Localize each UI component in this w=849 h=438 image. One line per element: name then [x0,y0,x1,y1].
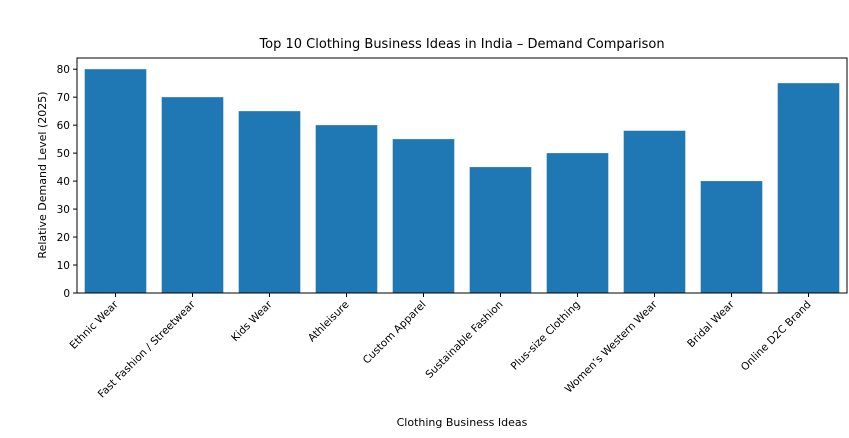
bar [700,181,763,293]
bar [161,97,224,294]
x-tick-label: Plus-size Clothing [509,299,583,373]
y-tick-label: 80 [57,64,70,76]
y-axis-label: Relative Demand Level (2025) [36,91,49,258]
y-tick-label: 60 [57,120,70,132]
x-tick-label: Bridal Wear [685,298,737,350]
x-axis-label: Clothing Business Ideas [397,416,528,429]
x-tick-label: Ethnic Wear [68,298,122,352]
y-tick-label: 50 [57,148,70,160]
x-tick-label: Online D2C Brand [739,299,814,374]
bar [777,83,840,293]
bar [546,153,609,293]
y-tick-label: 0 [63,288,70,300]
x-tick-label: Kids Wear [229,298,275,344]
y-tick-label: 20 [57,232,70,244]
bar [315,125,378,294]
plot-frame [76,57,848,294]
chart-title: Top 10 Clothing Business Ideas in India … [258,37,664,52]
bar [469,167,532,293]
y-tick-label: 10 [57,260,70,272]
x-tick-label: Women’s Western Wear [563,298,660,395]
bar [84,69,147,293]
y-tick-label: 30 [57,204,70,216]
x-tick-label: Custom Apparel [361,299,429,367]
x-tick-label: Athleisure [306,299,352,345]
bar [238,111,301,294]
y-tick-label: 70 [57,92,70,104]
y-tick-label: 40 [57,176,70,188]
bar [623,130,686,293]
x-tick-label: Sustainable Fashion [423,299,505,381]
bar [392,139,455,293]
